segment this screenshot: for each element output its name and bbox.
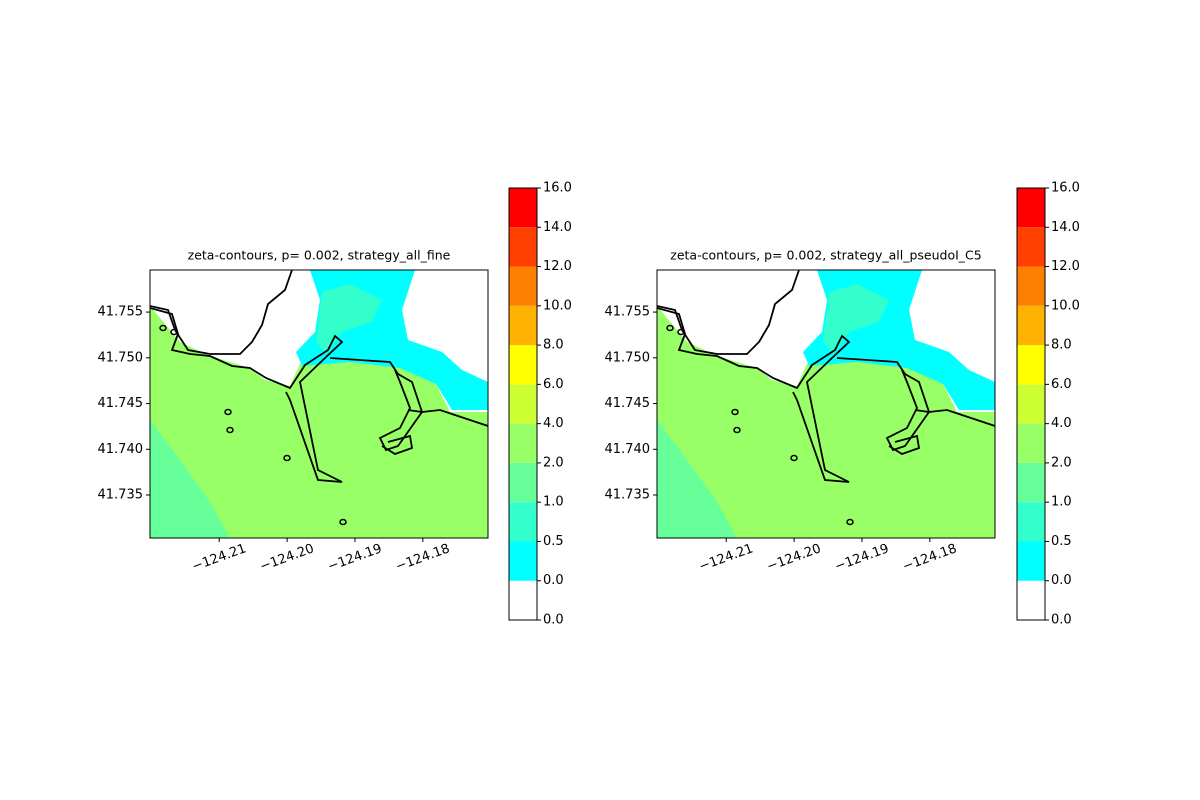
coastline — [657, 270, 800, 355]
colorbar-segment — [509, 227, 537, 267]
coastline — [329, 357, 423, 452]
colorbar-tick-label: 0.0 — [1051, 613, 1072, 628]
y-tick-label: 41.745 — [605, 396, 651, 411]
panel: zeta-contours, p= 0.002, strategy_all_ps… — [605, 181, 1080, 628]
colorbar-tick-label: 1.0 — [543, 495, 564, 510]
colorbar-tick-label: 0.0 — [543, 573, 564, 588]
field — [150, 270, 488, 538]
colorbar-frame — [508, 187, 538, 621]
coastline — [150, 270, 293, 355]
colorbar-tick-label: 4.0 — [543, 416, 564, 431]
islet — [790, 454, 798, 462]
colorbar-segment — [509, 384, 537, 424]
colorbar-segment — [509, 502, 537, 542]
colorbar-tick-label: 0.0 — [543, 613, 564, 628]
coastline — [836, 357, 930, 452]
colorbar-tick-label: 2.0 — [543, 455, 564, 470]
colorbar-segment — [1017, 502, 1045, 542]
colorbar-tick-label: 1.0 — [1051, 495, 1072, 510]
colorbar-tick-label: 0.0 — [1051, 573, 1072, 588]
contour-region — [823, 284, 889, 354]
y-tick-label: 41.750 — [98, 350, 144, 365]
colorbar-tick-label: 0.5 — [1051, 534, 1072, 549]
islet — [339, 518, 347, 526]
colorbar-segment — [1017, 541, 1045, 581]
colorbar-tick-label: 8.0 — [1051, 338, 1072, 353]
y-tick-label: 41.755 — [98, 305, 144, 320]
colorbar-tick-label: 12.0 — [543, 259, 572, 274]
x-tick-label: −124.20 — [765, 541, 823, 574]
colorbar-segment — [509, 541, 537, 581]
y-tick-label: 41.745 — [98, 396, 144, 411]
islet — [846, 518, 854, 526]
colorbar-tick-label: 8.0 — [543, 338, 564, 353]
colorbar-tick-label: 6.0 — [1051, 377, 1072, 392]
x-tick-label: −124.18 — [394, 541, 452, 574]
contour-region — [316, 284, 382, 354]
x-tick-label: −124.19 — [833, 541, 891, 574]
colorbar-tick-label: 2.0 — [1051, 455, 1072, 470]
colorbar-segment — [1017, 188, 1045, 228]
field — [657, 270, 995, 538]
colorbar-segment — [1017, 266, 1045, 306]
colorbar-tick-label: 4.0 — [1051, 416, 1072, 431]
colorbar-segment — [1017, 580, 1045, 620]
colorbar-segment — [509, 345, 537, 385]
coastline — [888, 434, 921, 455]
colorbar-segment — [1017, 462, 1045, 503]
islet — [731, 408, 739, 416]
islet — [283, 454, 291, 462]
colorbar-segment — [1017, 384, 1045, 424]
colorbar-segment — [1017, 227, 1045, 267]
colorbar-tick-label: 16.0 — [1051, 181, 1080, 196]
y-tick-label: 41.750 — [605, 350, 651, 365]
colorbar-segment — [509, 462, 537, 503]
colorbar-frame — [1016, 187, 1046, 621]
colorbar-tick-label: 10.0 — [543, 298, 572, 313]
coastline — [407, 409, 488, 427]
colorbar-segment — [509, 266, 537, 306]
colorbar-tick-label: 6.0 — [543, 377, 564, 392]
colorbar-segment — [1017, 345, 1045, 385]
colorbar-segment — [509, 188, 537, 228]
islet — [666, 324, 674, 332]
islet — [677, 328, 685, 336]
panel-title: zeta-contours, p= 0.002, strategy_all_fi… — [188, 248, 451, 263]
x-tick-label: −124.21 — [697, 541, 755, 574]
colorbar-segment — [1017, 305, 1045, 346]
coastline — [150, 307, 344, 483]
colorbar-tick-label: 14.0 — [543, 220, 572, 235]
islet — [226, 426, 234, 434]
panel: zeta-contours, p= 0.002, strategy_all_fi… — [98, 181, 572, 628]
colorbar-segment — [509, 305, 537, 346]
coastline — [914, 409, 995, 427]
colorbar-tick-label: 12.0 — [1051, 259, 1080, 274]
islet — [170, 328, 178, 336]
colorbar-tick-label: 14.0 — [1051, 220, 1080, 235]
coastline — [657, 307, 851, 483]
y-tick-label: 41.740 — [605, 442, 651, 457]
colorbar-tick-label: 16.0 — [543, 181, 572, 196]
islet — [224, 408, 232, 416]
contour-region — [657, 420, 737, 538]
colorbar-segment — [509, 580, 537, 620]
colorbar-segment — [509, 423, 537, 463]
colorbar-tick-label: 10.0 — [1051, 298, 1080, 313]
panel-title: zeta-contours, p= 0.002, strategy_all_ps… — [670, 248, 981, 263]
y-tick-label: 41.755 — [605, 305, 651, 320]
x-tick-label: −124.19 — [326, 541, 384, 574]
x-tick-label: −124.21 — [190, 541, 248, 574]
x-tick-label: −124.18 — [901, 541, 959, 574]
y-tick-label: 41.740 — [98, 442, 144, 457]
y-tick-label: 41.735 — [98, 488, 144, 503]
coastline — [381, 434, 414, 455]
y-tick-label: 41.735 — [605, 488, 651, 503]
islet — [733, 426, 741, 434]
colorbar-tick-label: 0.5 — [543, 534, 564, 549]
colorbar-segment — [1017, 423, 1045, 463]
contour-region — [150, 420, 230, 538]
islet — [159, 324, 167, 332]
x-tick-label: −124.20 — [258, 541, 316, 574]
